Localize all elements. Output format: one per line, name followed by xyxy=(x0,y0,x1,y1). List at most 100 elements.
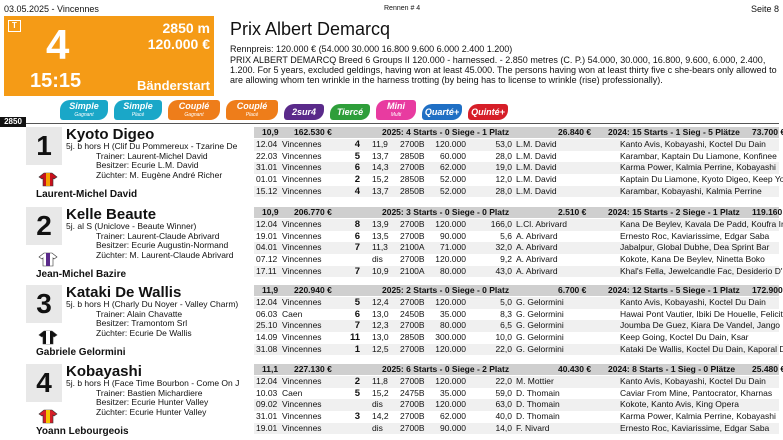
stat-y2024: 2024: 8 Starts - 1 Sieg - 0 Plätze xyxy=(608,364,736,374)
stat-y2024: 2024: 12 Starts - 5 Siege - 1 Platz xyxy=(608,285,740,295)
race-history-row: 19.01 Vincennes dis 2700B 90.000 14,0 F. Nivar… xyxy=(254,422,779,435)
race-date: 07.12 xyxy=(256,254,278,265)
race-history-row: 01.01 Vincennes 2 15,2 2850B 52.000 12,0 L.M. D… xyxy=(254,174,783,186)
race-odds: 28,0 xyxy=(495,185,512,196)
race-jockey: D. Thomain xyxy=(516,411,560,422)
race-jockey: G. Gelormini xyxy=(516,320,564,331)
horse-jockey: Yoann Lebourgeois xyxy=(36,426,129,437)
race-venue: Vincennes xyxy=(282,185,322,196)
race-date: 15.12 xyxy=(256,185,278,196)
bet-badge: Mini Multi xyxy=(376,100,416,120)
race-place: 11 xyxy=(349,332,360,344)
race-result: Caviar From Mine, Pantocrator, Kharnas xyxy=(620,387,773,398)
race-distance: 2850 m xyxy=(162,20,210,36)
race-jockey: D. Thomain xyxy=(516,387,560,398)
race-place: 4 xyxy=(354,185,360,197)
race-venue: Vincennes xyxy=(282,332,322,343)
race-venue: Vincennes xyxy=(282,162,322,173)
race-odds: 8,3 xyxy=(500,308,512,319)
bet-badge: Quinté+ xyxy=(468,104,508,120)
race-rennpreis: Rennpreis: 120.000 € (54.000 30.000 16.8… xyxy=(230,44,513,54)
race-venue: Vincennes xyxy=(282,320,322,331)
race-dist: 2850B xyxy=(400,174,425,185)
race-odds: 12,0 xyxy=(495,174,512,185)
race-dist: 2700B xyxy=(400,422,425,433)
race-date: 12.04 xyxy=(256,376,278,386)
race-place: 8 xyxy=(354,219,360,230)
stat-y2025: 2025: 3 Starts - 0 Siege - 0 Platz xyxy=(382,207,510,217)
stat-e2025: 40.430 € xyxy=(558,364,592,374)
race-result: Ernesto Roc, Kaviarissime, Edgar Saba xyxy=(620,230,770,241)
race-prize: 71.000 xyxy=(440,242,466,253)
race-odds: 6,5 xyxy=(500,320,512,331)
start-type: Bänderstart xyxy=(137,78,210,93)
horse-stats-bar: 10,9 162.530 € 2025: 4 Starts - 0 Siege - … xyxy=(254,127,783,138)
race-odds: 63,0 xyxy=(495,399,512,410)
bet-label: 2sur4 xyxy=(291,107,317,117)
race-result: Kanto Avis, Kobayashi, Koctel Du Dain xyxy=(620,297,766,307)
race-date: 22.03 xyxy=(256,150,278,161)
race-history-row: 19.01 Vincennes 6 13,5 2700B 90.000 5,6 A. Abri… xyxy=(254,231,779,243)
race-prize: 300.000 xyxy=(435,332,466,343)
horse-trainer: Trainer: Alain Chavatte xyxy=(96,308,183,319)
race-venue: Vincennes xyxy=(282,399,322,410)
bet-label: Tiercé xyxy=(336,107,364,117)
race-history-row: 04.01 Vincennes 7 11,3 2100A 71.000 32,0 A. Abr… xyxy=(254,242,779,255)
race-date: 19.01 xyxy=(256,422,278,433)
race-jockey: L.M. David xyxy=(516,185,557,196)
race-venue: Vincennes xyxy=(282,230,322,241)
race-dist: 2100A xyxy=(400,242,425,253)
horse-jockey: Jean-Michel Bazire xyxy=(36,269,127,280)
race-jockey: M. Mottier xyxy=(516,376,554,386)
race-time: 11,3 xyxy=(372,242,388,253)
race-prize: 120.000 xyxy=(435,219,466,229)
bet-label: Simple xyxy=(123,101,153,111)
race-time: 12,5 xyxy=(372,343,389,354)
bet-badge: Simple Gagnant xyxy=(60,100,108,120)
race-result: Kataki De Wallis, Koctel Du Dain, Kapora… xyxy=(620,343,783,354)
horse-jockey: Laurent-Michel David xyxy=(36,189,138,200)
race-odds: 166,0 xyxy=(490,219,512,229)
race-prize: 52.000 xyxy=(440,174,466,185)
race-time: dis xyxy=(372,254,383,265)
stat-e2024: 73.700 € xyxy=(752,127,783,137)
bet-badge: Couplé Gagnant xyxy=(168,100,220,120)
bet-label: Couplé xyxy=(236,101,268,111)
race-place: 6 xyxy=(354,308,360,320)
race-jockey: D. Thomain xyxy=(516,399,560,410)
race-result: Joumba De Guez, Kiara De Vandel, Jango xyxy=(620,320,781,331)
race-odds: 32,0 xyxy=(495,242,512,253)
race-time: 13,7 xyxy=(372,185,389,196)
race-dist: 2850B xyxy=(400,185,425,196)
race-date: 01.01 xyxy=(256,174,278,185)
race-jockey: L.M. David xyxy=(516,150,557,161)
horse-entry: 1 Kyoto Digeo 5j. b hors H (Clif Du Pommer… xyxy=(26,125,783,203)
stat-y2024: 2024: 15 Starts - 2 Siege - 1 Platz xyxy=(608,207,740,217)
horse-name: Kyoto Digeo xyxy=(66,126,155,143)
race-prize: 120.000 xyxy=(435,343,466,354)
horse-trainer: Trainer: Laurent-Claude Abrivard xyxy=(96,230,220,241)
race-dist: 2700B xyxy=(400,297,425,307)
race-odds: 28,0 xyxy=(495,150,512,161)
horse-pedigree: 5j. al S (Uniclove - Beaute Winner) xyxy=(66,222,197,231)
race-jockey: L.M. David xyxy=(516,139,557,149)
race-result: Kana De Beylev, Kavala De Padd, Koufra I… xyxy=(620,219,783,229)
horse-stats-bar: 11,1 227.130 € 2025: 6 Starts - 0 Siege - … xyxy=(254,364,783,375)
race-history: 12.04 Vincennes 2 11,8 2700B 120.000 22,0 M. Mo… xyxy=(254,376,779,435)
race-place: 5 xyxy=(354,387,360,399)
stat-y2025: 2025: 2 Starts - 0 Siege - 0 Platz xyxy=(382,285,510,295)
bet-badge: 2sur4 xyxy=(284,104,324,120)
horse-name: Kobayashi xyxy=(66,363,142,380)
race-result: Kanto Avis, Kobayashi, Koctel Du Dain xyxy=(620,139,766,149)
race-jockey: L.Cl. Abrivard xyxy=(516,219,568,229)
race-time: 10,9 xyxy=(372,265,389,276)
horse-trainer: Trainer: Laurent-Michel David xyxy=(96,150,208,161)
race-jockey: L.M. David xyxy=(516,174,557,185)
race-history-row: 12.04 Vincennes 4 11,9 2700B 120.000 53,0 L.M. … xyxy=(254,139,779,151)
race-dist: 2475B xyxy=(400,387,425,398)
horse-breeder: Züchter: M. Laurent-Claude Abrivard xyxy=(96,249,234,260)
race-time: 13,7 xyxy=(372,150,389,161)
race-prize: 90.000 xyxy=(440,422,466,433)
race-dist: 2700B xyxy=(400,230,425,241)
race-history-row: 14.09 Vincennes 11 13,0 2850B 300.000 10,0 G. G… xyxy=(254,332,779,344)
